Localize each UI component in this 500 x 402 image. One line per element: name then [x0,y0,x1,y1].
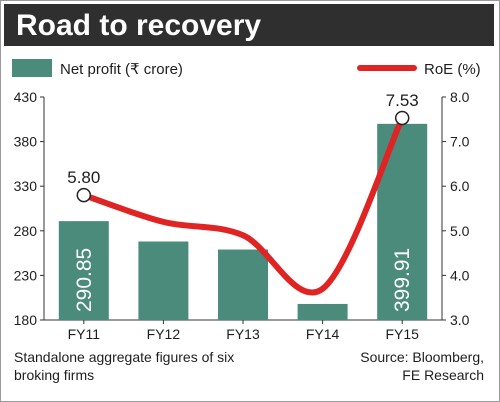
legend-bar-swatch [12,59,52,77]
y-left-tick-label: 280 [14,223,38,239]
roe-point-marker [394,110,410,126]
bar-fy12 [138,241,189,320]
y-left-tick-label: 430 [14,89,38,105]
title-bar: Road to recovery [4,4,494,46]
roe-value-label: 7.53 [386,91,419,110]
bar-value-label: 399.91 [391,248,414,312]
y-right-tick-label: 7.0 [450,134,470,150]
footnote-left-line-2: broking firms [14,367,95,383]
y-left-tick-label: 380 [14,134,38,150]
x-tick-label: FY12 [147,326,181,342]
footnote-left: Standalone aggregate figures of six brok… [14,348,234,384]
x-tick-label: FY13 [226,326,260,342]
bar-value-label: 290.85 [73,248,96,312]
y-left-tick-label: 180 [14,312,38,328]
x-tick-label: FY14 [306,326,340,342]
bar-fy14 [297,303,348,320]
source-line-2: FE Research [402,367,484,383]
y-right-tick-label: 6.0 [450,178,470,194]
y-right-tick-label: 4.0 [450,267,470,283]
chart-title: Road to recovery [16,9,262,42]
footnote-right: Source: Bloomberg, FE Research [360,348,484,384]
y-right-tick-label: 3.0 [450,312,470,328]
y-right-tick-label: 5.0 [450,223,470,239]
x-tick-label: FY11 [68,326,101,342]
x-tick-label: FY15 [385,326,419,342]
legend-line-label: RoE (%) [424,61,481,78]
footnote-left-line-1: Standalone aggregate figures of six [14,349,235,365]
y-left-tick-label: 230 [14,267,38,283]
roe-point-marker [76,187,92,203]
bar-fy11 [58,221,109,320]
roe-value-label: 5.80 [67,168,100,187]
legend-bar-label: Net profit (₹ crore) [60,61,183,78]
source-line-1: Source: Bloomberg, [360,349,484,365]
y-right-tick-label: 8.0 [450,89,470,105]
roe-line [80,114,406,296]
bar-fy13 [218,249,268,320]
y-left-tick-label: 330 [14,178,38,194]
